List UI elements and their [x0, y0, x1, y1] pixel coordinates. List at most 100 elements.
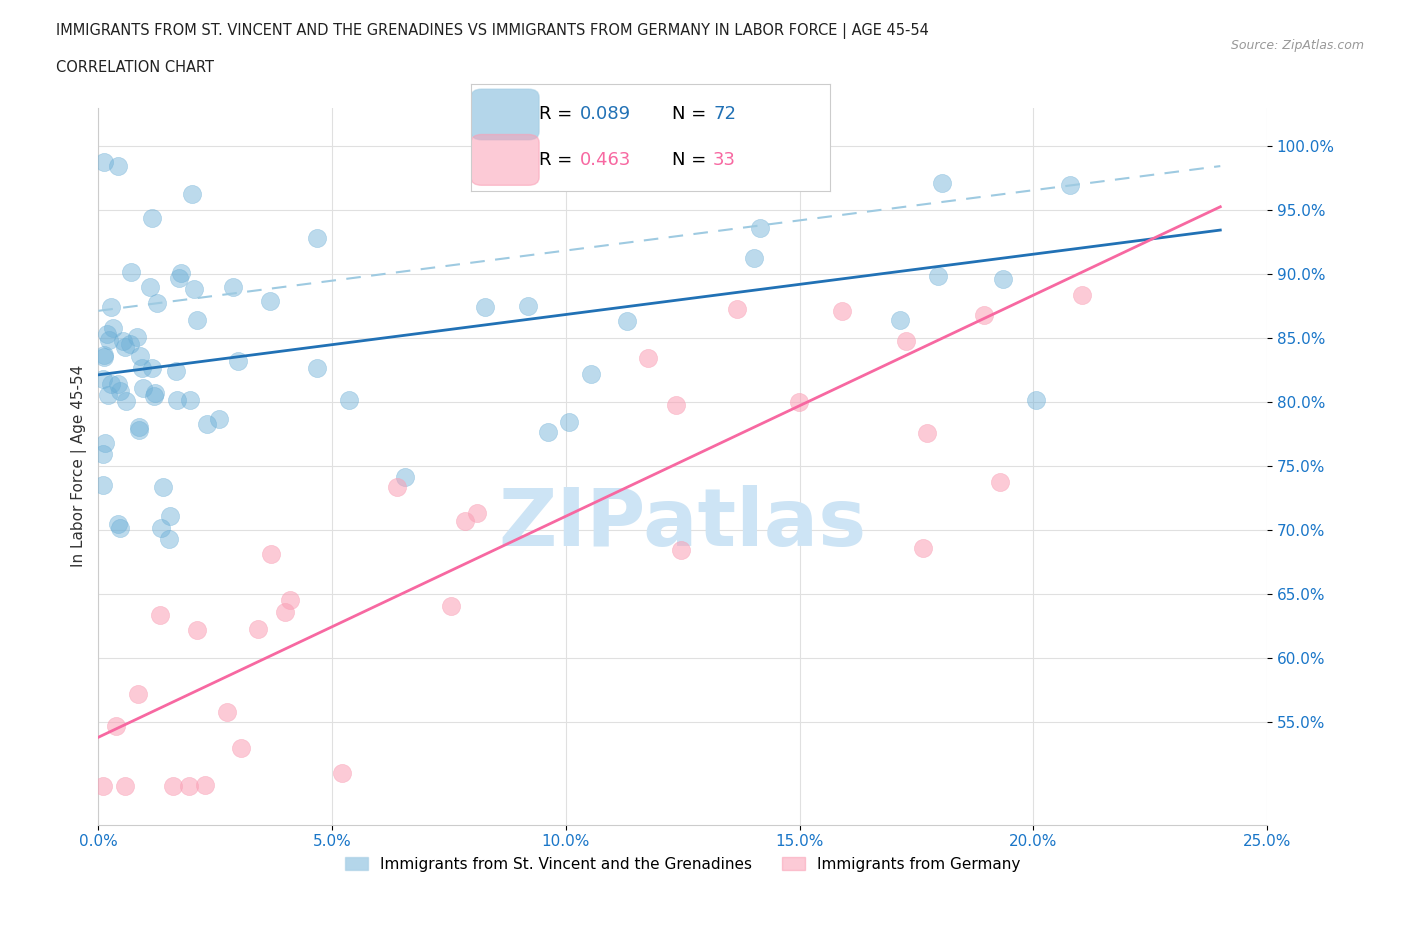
Point [787, 394, 810, 409]
Point [114, 339, 136, 354]
Point [330, 766, 353, 781]
Point [142, 389, 165, 404]
Point [699, 172, 721, 187]
Point [973, 308, 995, 323]
Point [101, 320, 124, 335]
Point [517, 299, 540, 313]
FancyBboxPatch shape [471, 135, 538, 185]
Point [744, 250, 766, 265]
Point [110, 384, 132, 399]
Point [96, 326, 118, 341]
Point [616, 314, 638, 329]
Point [194, 777, 217, 792]
Point [894, 334, 917, 349]
Text: ZIPatlas: ZIPatlas [499, 485, 868, 563]
Point [915, 426, 938, 441]
Point [1071, 287, 1094, 302]
Point [93, 350, 115, 365]
Point [186, 312, 208, 327]
Point [537, 425, 560, 440]
Point [274, 604, 297, 619]
Point [93, 154, 115, 169]
Point [394, 469, 416, 484]
Point [669, 543, 692, 558]
Point [259, 294, 281, 309]
Point [141, 210, 163, 225]
Point [927, 268, 949, 283]
Point [889, 312, 911, 327]
Text: Source: ZipAtlas.com: Source: ZipAtlas.com [1230, 39, 1364, 52]
Point [474, 299, 496, 314]
Point [307, 231, 329, 246]
Point [988, 474, 1011, 489]
Text: CORRELATION CHART: CORRELATION CHART [56, 60, 214, 75]
Point [97, 388, 120, 403]
Point [152, 480, 174, 495]
Point [179, 392, 201, 407]
Point [111, 334, 134, 349]
Point [91, 477, 114, 492]
Point [94, 436, 117, 451]
Point [162, 778, 184, 793]
Point [215, 705, 238, 720]
Point [806, 126, 828, 141]
Point [150, 521, 173, 536]
Point [100, 377, 122, 392]
Text: 0.089: 0.089 [581, 105, 631, 124]
Point [991, 272, 1014, 286]
Point [183, 282, 205, 297]
Point [97, 333, 120, 348]
Point [128, 349, 150, 364]
Point [911, 540, 934, 555]
Point [105, 719, 128, 734]
Point [131, 360, 153, 375]
Point [467, 506, 489, 521]
Point [132, 380, 155, 395]
Point [749, 220, 772, 235]
Y-axis label: In Labor Force | Age 45-54: In Labor Force | Age 45-54 [72, 365, 87, 567]
Point [637, 351, 659, 365]
Point [170, 266, 193, 281]
Point [107, 377, 129, 392]
Point [120, 337, 142, 352]
Text: R =: R = [538, 105, 578, 124]
Point [247, 621, 270, 636]
Legend: Immigrants from St. Vincent and the Grenadines, Immigrants from Germany: Immigrants from St. Vincent and the Gren… [339, 851, 1026, 878]
Point [278, 593, 301, 608]
Point [831, 304, 853, 319]
Point [100, 300, 122, 315]
Point [727, 302, 749, 317]
Point [221, 280, 243, 295]
Point [127, 686, 149, 701]
Point [114, 778, 136, 793]
Point [337, 392, 360, 407]
Point [91, 446, 114, 461]
Point [229, 740, 252, 755]
Text: N =: N = [672, 105, 711, 124]
FancyBboxPatch shape [471, 89, 538, 140]
Point [165, 364, 187, 379]
Point [108, 521, 131, 536]
Point [181, 187, 204, 202]
Point [260, 547, 283, 562]
Point [558, 415, 581, 430]
Point [139, 279, 162, 294]
Point [120, 265, 142, 280]
Point [91, 371, 114, 386]
Text: 0.463: 0.463 [581, 151, 631, 169]
Point [157, 531, 180, 546]
Point [159, 509, 181, 524]
Point [440, 599, 463, 614]
Text: 72: 72 [713, 105, 735, 124]
Point [107, 517, 129, 532]
Text: IMMIGRANTS FROM ST. VINCENT AND THE GRENADINES VS IMMIGRANTS FROM GERMANY IN LAB: IMMIGRANTS FROM ST. VINCENT AND THE GREN… [56, 23, 929, 39]
Point [128, 423, 150, 438]
Point [166, 392, 188, 407]
Point [167, 271, 190, 286]
Point [149, 608, 172, 623]
Point [93, 348, 115, 363]
Point [186, 622, 208, 637]
Point [387, 480, 409, 495]
Point [579, 367, 602, 382]
Point [146, 296, 169, 311]
